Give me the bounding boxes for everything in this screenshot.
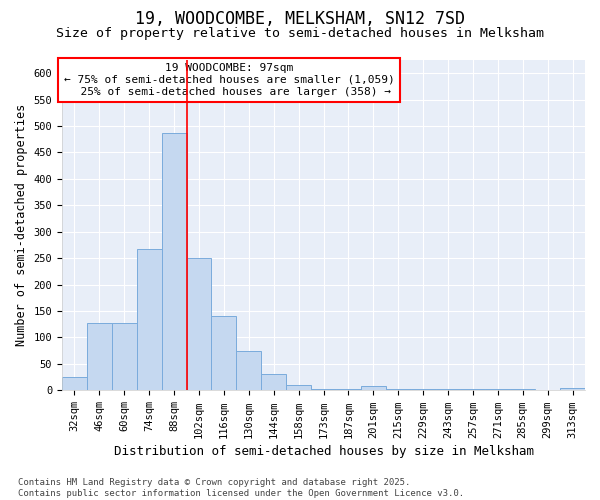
Bar	[236, 350, 261, 391]
Text: 19 WOODCOMBE: 97sqm
← 75% of semi-detached houses are smaller (1,059)
  25% of s: 19 WOODCOMBE: 97sqm ← 75% of semi-detach…	[64, 64, 395, 96]
Bar	[560, 388, 585, 390]
Bar	[137, 249, 161, 390]
Bar	[112, 323, 137, 390]
X-axis label: Distribution of semi-detached houses by size in Melksham: Distribution of semi-detached houses by …	[113, 444, 533, 458]
Bar	[161, 133, 187, 390]
Bar	[87, 323, 112, 390]
Text: Contains HM Land Registry data © Crown copyright and database right 2025.
Contai: Contains HM Land Registry data © Crown c…	[18, 478, 464, 498]
Bar	[311, 388, 336, 390]
Bar	[336, 388, 361, 390]
Text: Size of property relative to semi-detached houses in Melksham: Size of property relative to semi-detach…	[56, 28, 544, 40]
Y-axis label: Number of semi-detached properties: Number of semi-detached properties	[15, 104, 28, 346]
Bar	[211, 316, 236, 390]
Bar	[361, 386, 386, 390]
Bar	[187, 258, 211, 390]
Text: 19, WOODCOMBE, MELKSHAM, SN12 7SD: 19, WOODCOMBE, MELKSHAM, SN12 7SD	[135, 10, 465, 28]
Bar	[261, 374, 286, 390]
Bar	[62, 377, 87, 390]
Bar	[286, 385, 311, 390]
